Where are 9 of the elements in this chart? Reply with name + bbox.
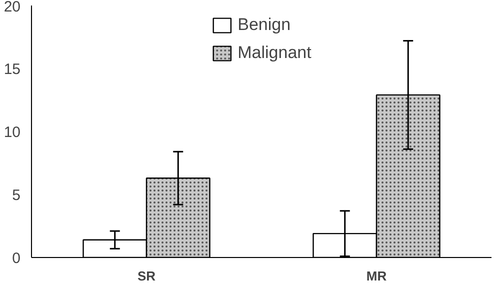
y-tick-label: 15 <box>4 61 21 78</box>
y-tick-label: 20 <box>4 0 21 16</box>
y-tick-label: 5 <box>12 187 20 204</box>
legend-label: Malignant <box>238 43 312 63</box>
legend-label: Benign <box>238 15 291 35</box>
y-tick-label: 0 <box>12 250 20 267</box>
y-tick-label: 10 <box>4 124 21 141</box>
x-tick-label: MR <box>366 268 388 284</box>
x-tick-label: SR <box>137 268 156 284</box>
